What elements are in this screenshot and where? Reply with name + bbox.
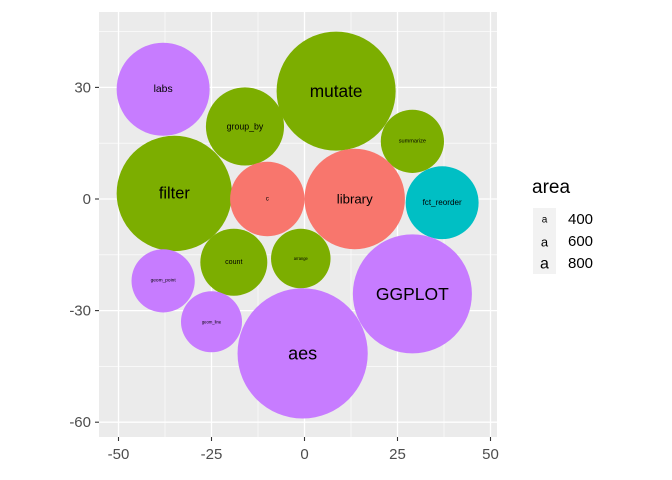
y-tick-label: -60 [69, 414, 91, 431]
bubble-library [304, 148, 405, 250]
bubble-label-library: library [337, 192, 373, 207]
x-tick-label: -25 [201, 446, 223, 463]
bubble-label-aes: aes [288, 343, 317, 363]
legend-title: area [532, 177, 570, 198]
bubble-geom-point [131, 249, 195, 313]
legend: area a 400 a 600 a 800 [532, 177, 593, 274]
bubble-label-labs: labs [154, 84, 173, 95]
y-tick-label: -30 [69, 303, 91, 320]
bubble-label-count: count [225, 258, 242, 266]
legend-key [533, 252, 556, 274]
legend-key-glyph: a [540, 256, 549, 273]
bubble-label-geom-line: geom_line [202, 319, 222, 324]
legend-key-glyph: a [542, 215, 548, 226]
bubbles-layer: labs mutate group_by summarize filter c librar… [116, 31, 479, 419]
bubble-label-arrange: arrange [294, 256, 309, 261]
bubble-ggplot [352, 234, 472, 354]
bubble-arrange [271, 228, 331, 289]
legend-key [533, 230, 556, 252]
bubble-label-geom-point: geom_point [151, 277, 177, 283]
x-tick-label: 50 [482, 446, 499, 463]
bubble-label-group-by: group_by [227, 121, 264, 131]
y-tick-label: 0 [83, 191, 91, 208]
bubble-label-fct-reorder: fct_reorder [423, 198, 462, 207]
legend-label: 600 [568, 233, 593, 250]
bubble-count [200, 228, 268, 296]
x-axis: -50 -25 0 25 50 [108, 437, 499, 463]
x-tick-label: -50 [108, 446, 130, 463]
legend-key-glyph: a [541, 235, 549, 250]
legend-label: 400 [568, 211, 593, 228]
bubble-summarize [380, 109, 444, 173]
x-tick-label: 0 [300, 446, 308, 463]
x-tick-label: 25 [389, 446, 406, 463]
bubble-labs [116, 42, 210, 136]
bubble-label-ggplot: GGPLOT [376, 284, 449, 304]
bubble-label-mutate: mutate [310, 81, 363, 101]
legend-label: 800 [568, 255, 593, 272]
bubble-label-filter: filter [159, 184, 191, 202]
bubble-fct-reorder [405, 166, 479, 240]
bubble-c [230, 161, 305, 237]
bubble-mutate [276, 31, 396, 151]
bubble-label-summarize: summarize [399, 138, 426, 144]
y-tick-label: 30 [74, 79, 91, 96]
y-axis: -60 -30 0 30 [69, 79, 99, 431]
bubble-label-c: c [266, 196, 269, 203]
bubble-group-by [205, 87, 285, 166]
legend-key [533, 208, 556, 230]
bubble-aes [237, 288, 368, 419]
bubble-filter [116, 135, 232, 252]
bubble-geom-line [180, 291, 243, 353]
